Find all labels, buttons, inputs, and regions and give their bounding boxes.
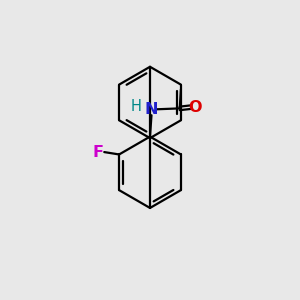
- Text: H: H: [130, 99, 142, 114]
- Text: O: O: [188, 100, 202, 115]
- Text: F: F: [92, 145, 103, 160]
- Text: N: N: [145, 102, 158, 117]
